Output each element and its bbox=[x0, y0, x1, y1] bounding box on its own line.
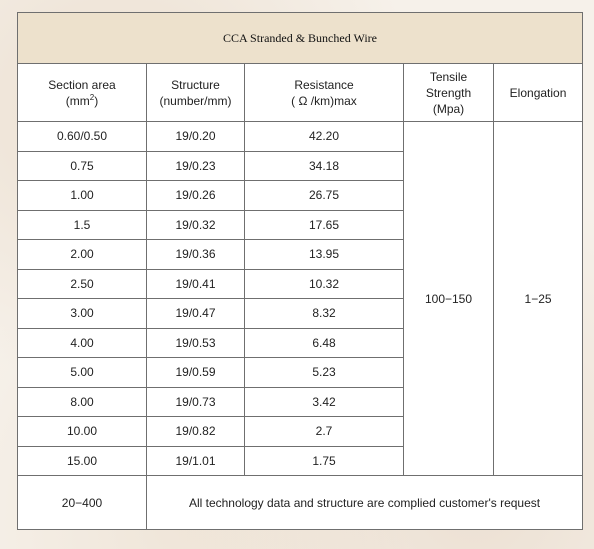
header-tensile-label: Tensile Strength bbox=[425, 69, 472, 100]
cell-elongation-value: 1−25 bbox=[492, 121, 584, 476]
cell-section: 10.00 bbox=[17, 416, 147, 447]
header-structure-unit: (number/mm) bbox=[159, 93, 232, 108]
cell-structure: 19/0.36 bbox=[146, 239, 245, 270]
header-structure: Structure (number/mm) bbox=[146, 63, 245, 122]
cell-structure: 19/0.32 bbox=[146, 209, 245, 240]
cell-resistance: 34.18 bbox=[244, 150, 404, 181]
table-row: 0.60/0.50 19/0.20 42.20 100−150 1−25 bbox=[17, 121, 584, 476]
footer-row: 20−400 All technology data and structure… bbox=[17, 475, 584, 530]
cell-tensile-value: 100−150 bbox=[403, 121, 494, 476]
cell-section: 5.00 bbox=[17, 357, 147, 388]
title-row: CCA Stranded & Bunched Wire bbox=[16, 12, 584, 64]
cell-section: 0.75 bbox=[17, 150, 147, 181]
footer-note-text: All technology data and structure are co… bbox=[188, 495, 541, 510]
unit-prefix: (mm bbox=[65, 93, 90, 108]
table-body: 0.60/0.50 19/0.20 42.20 100−150 1−25 0.7… bbox=[17, 121, 584, 530]
cell-resistance: 6.48 bbox=[244, 327, 404, 358]
cell-section: 2.00 bbox=[17, 239, 147, 270]
cell-section: 3.00 bbox=[17, 298, 147, 329]
table-row: 15.00 19/1.01 1.75 bbox=[17, 445, 583, 476]
cell-structure: 19/0.41 bbox=[146, 268, 245, 299]
table-row: 2.50 19/0.41 10.32 bbox=[17, 268, 583, 299]
cell-resistance: 1.75 bbox=[244, 445, 404, 476]
cell-structure: 19/0.23 bbox=[146, 150, 245, 181]
table-row: 8.00 19/0.73 3.42 bbox=[17, 386, 583, 417]
cell-resistance: 42.20 bbox=[244, 121, 404, 152]
cell-section: 2.50 bbox=[17, 268, 147, 299]
table-row: 4.00 19/0.53 6.48 bbox=[17, 327, 583, 358]
cell-resistance: 13.95 bbox=[244, 239, 404, 270]
table-row: 1.00 19/0.26 26.75 bbox=[17, 180, 583, 211]
header-resistance-unit: ( Ω /km)max bbox=[291, 93, 357, 108]
cell-resistance: 5.23 bbox=[244, 357, 404, 388]
table-row: 1.5 19/0.32 17.65 bbox=[17, 209, 583, 240]
footer-section: 20−400 bbox=[17, 475, 147, 530]
cell-section: 1.5 bbox=[17, 209, 147, 240]
header-row: Section area (mm2) Structure (number/mm)… bbox=[17, 63, 584, 122]
header-resistance-label: Resistance bbox=[294, 77, 354, 92]
header-structure-label: Structure bbox=[171, 77, 220, 92]
header-tensile: Tensile Strength (Mpa) bbox=[403, 63, 494, 122]
cell-structure: 19/0.20 bbox=[146, 121, 245, 152]
table-row: 10.00 19/0.82 2.7 bbox=[17, 416, 583, 447]
cell-section: 0.60/0.50 bbox=[17, 121, 147, 152]
header-tensile-unit: (Mpa) bbox=[432, 101, 465, 116]
cell-structure: 19/1.01 bbox=[146, 445, 245, 476]
spec-table: CCA Stranded & Bunched Wire Section area… bbox=[16, 12, 584, 530]
cell-structure: 19/0.73 bbox=[146, 386, 245, 417]
unit-suffix: ) bbox=[94, 93, 99, 108]
table-title: CCA Stranded & Bunched Wire bbox=[16, 12, 584, 64]
cell-resistance: 3.42 bbox=[244, 386, 404, 417]
table-row: 0.75 19/0.23 34.18 bbox=[17, 150, 583, 181]
cell-section: 1.00 bbox=[17, 180, 147, 211]
footer-note: All technology data and structure are co… bbox=[145, 475, 584, 530]
header-elongation: Elongation bbox=[492, 63, 584, 122]
cell-resistance: 8.32 bbox=[244, 298, 404, 329]
cell-structure: 19/0.59 bbox=[146, 357, 245, 388]
header-section-area: Section area (mm2) bbox=[17, 63, 147, 122]
unit-superscript: 2 bbox=[89, 92, 95, 102]
cell-structure: 19/0.82 bbox=[146, 416, 245, 447]
cell-section: 15.00 bbox=[17, 445, 147, 476]
table-row: 3.00 19/0.47 8.32 bbox=[17, 298, 583, 329]
cell-resistance: 10.32 bbox=[244, 268, 404, 299]
cell-section: 4.00 bbox=[17, 327, 147, 358]
cell-structure: 19/0.47 bbox=[146, 298, 245, 329]
header-resistance: Resistance ( Ω /km)max bbox=[244, 63, 404, 122]
cell-resistance: 2.7 bbox=[244, 416, 404, 447]
cell-resistance: 17.65 bbox=[244, 209, 404, 240]
cell-structure: 19/0.53 bbox=[146, 327, 245, 358]
header-section-area-label: Section area bbox=[48, 77, 116, 92]
cell-section: 8.00 bbox=[17, 386, 147, 417]
cell-resistance: 26.75 bbox=[244, 180, 404, 211]
cell-structure: 19/0.26 bbox=[146, 180, 245, 211]
header-section-area-unit: (mm2) bbox=[65, 92, 99, 108]
